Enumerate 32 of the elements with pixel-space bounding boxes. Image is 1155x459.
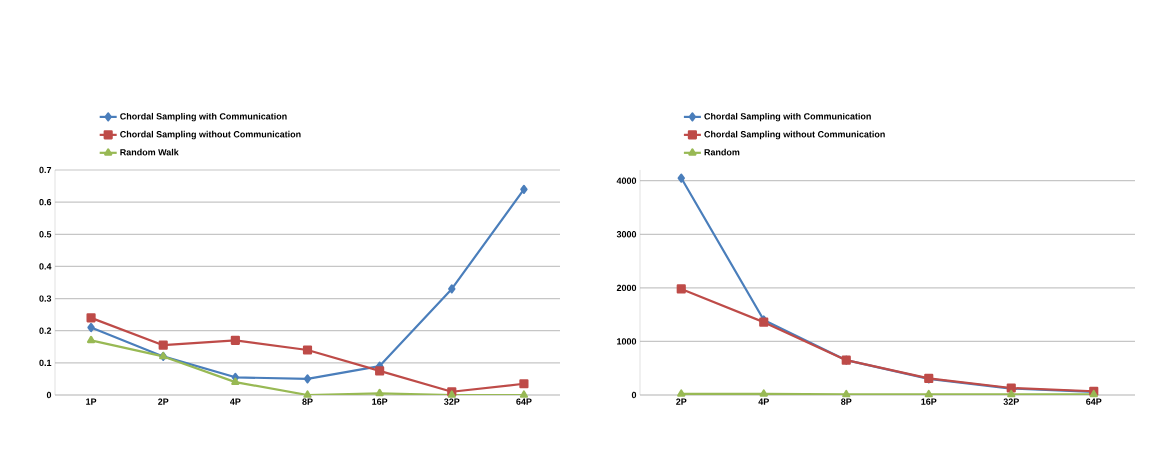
y-tick-label: 0 [631, 391, 637, 399]
x-tick-label: 8P [302, 398, 313, 405]
y-tick-label: 0.1 [39, 359, 52, 367]
legend-label: Chordal Sampling with Communication [120, 112, 287, 122]
x-tick-label: 16P [372, 398, 388, 405]
legend-label: Random [704, 148, 740, 156]
x-tick-label: 2P [158, 398, 169, 405]
y-tick-label: 0.4 [39, 263, 52, 270]
x-tick-label: 1P [86, 398, 97, 405]
x-tick-label: 32P [444, 398, 460, 405]
x-tick-label: 32P [1003, 398, 1019, 405]
legend-label: Chordal Sampling with Communication [704, 112, 871, 122]
y-tick-label: 0.7 [39, 166, 52, 174]
y-tick-label: 4000 [616, 177, 637, 184]
y-tick-label: 0.3 [39, 295, 52, 302]
y-tick-label: 0.5 [39, 231, 52, 238]
x-tick-label: 64P [516, 398, 532, 405]
y-tick-label: 3000 [616, 231, 637, 238]
x-tick-label: 8P [841, 398, 852, 405]
y-tick-label: 0.6 [39, 198, 52, 206]
x-tick-label: 16P [921, 398, 937, 405]
y-tick-label: 2000 [616, 284, 637, 292]
legend-label: Random Walk [120, 148, 179, 156]
x-tick-label: 4P [758, 398, 769, 405]
x-tick-label: 2P [676, 398, 687, 405]
x-tick-label: 4P [230, 398, 241, 405]
y-tick-label: 0 [46, 391, 52, 399]
y-tick-label: 1000 [617, 338, 637, 345]
x-tick-label: 64P [1086, 398, 1102, 405]
y-tick-label: 0.2 [39, 327, 52, 334]
legend-label: Chordal Sampling without Communication [120, 130, 301, 140]
legend-label: Chordal Sampling without Communication [704, 130, 885, 140]
